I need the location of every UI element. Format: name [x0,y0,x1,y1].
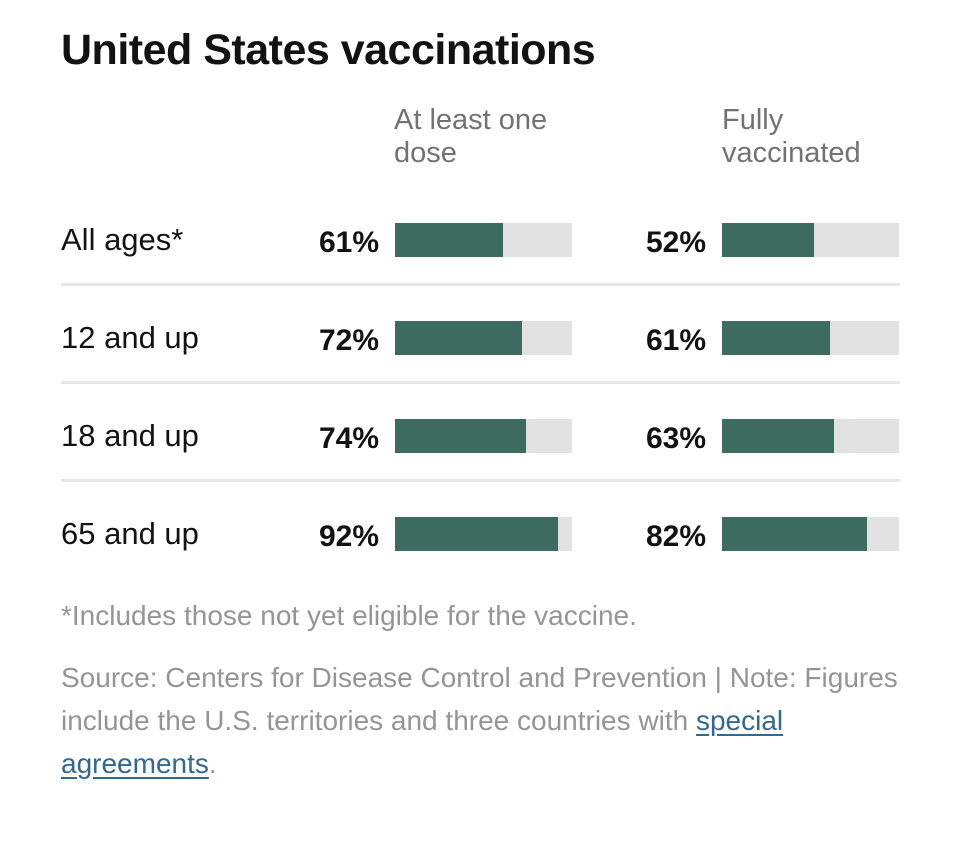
bar-dose1 [395,419,526,453]
row-label: 12 and up [61,320,199,355]
bar-track-full [722,321,899,355]
data-label-dose1: 74% [318,422,379,455]
row-divider [61,479,900,482]
row-divider [61,283,900,286]
footnote: *Includes those not yet eligible for the… [61,600,637,631]
source-note: Source: Centers for Disease Control and … [61,656,921,785]
chart-row: 18 and up 74% 63% [61,418,900,515]
bar-track-full [722,517,899,551]
bar-track-dose1 [395,517,572,551]
data-label-dose1: 61% [318,226,379,259]
data-label-full: 63% [645,422,706,455]
chart-row: 65 and up 92% 82% [61,516,900,613]
row-divider [61,381,900,384]
source-end: . [208,748,217,779]
data-label-dose1: 72% [318,324,379,357]
bar-track-full [722,223,899,257]
bar-dose1 [395,517,558,551]
bar-track-dose1 [395,321,572,355]
special-agreements-link[interactable]: special agreements [61,705,784,779]
row-label: 18 and up [61,418,199,453]
chart-row: 12 and up 72% 61% [61,320,900,417]
data-label-dose1: 92% [318,520,379,553]
data-label-full: 52% [645,226,706,259]
data-label-full: 61% [645,324,706,357]
row-label: All ages* [61,222,184,257]
row-label: 65 and up [61,516,199,551]
column-header-fully-vaccinated: Fully vaccinated [722,104,861,169]
data-label-full: 82% [645,520,706,553]
bar-dose1 [395,223,503,257]
bar-full [722,517,868,551]
bar-full [722,223,815,257]
bar-full [722,419,834,453]
source-text: Source: Centers for Disease Control and … [61,662,898,736]
column-header-at-least-one-dose: At least one dose [394,104,548,169]
chart-title: United States vaccinations [61,26,596,74]
chart-row: All ages* 61% 52% [61,222,900,319]
bar-track-full [722,419,899,453]
bar-full [722,321,830,355]
bar-track-dose1 [395,223,572,257]
bar-track-dose1 [395,419,572,453]
bar-dose1 [395,321,523,355]
